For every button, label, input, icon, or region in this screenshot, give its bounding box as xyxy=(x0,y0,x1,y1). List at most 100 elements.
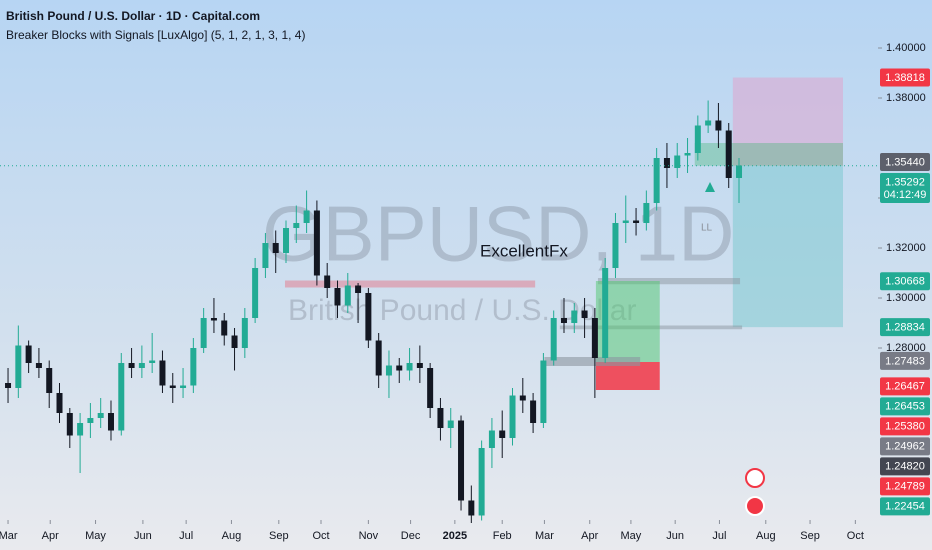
candle-body xyxy=(118,363,125,431)
candle-body xyxy=(303,210,310,223)
x-tick-label: Jun xyxy=(134,530,152,542)
candle-body xyxy=(46,368,53,393)
signal-label: LL xyxy=(701,223,713,234)
candle-body xyxy=(406,363,413,371)
zone xyxy=(732,165,843,328)
annotation: ExcellentFx xyxy=(480,241,568,260)
candle-body xyxy=(416,363,423,368)
price-badge xyxy=(880,68,930,87)
x-tick-label: Jul xyxy=(712,530,726,542)
price-badge-label: 1.24789 xyxy=(885,481,925,493)
candle-body xyxy=(427,368,434,408)
price-badge xyxy=(880,437,930,456)
y-tick-label: 1.40000 xyxy=(886,42,926,54)
candle-body xyxy=(437,408,444,428)
candle-body xyxy=(581,310,588,318)
zone xyxy=(694,143,843,166)
candle-body xyxy=(736,165,743,178)
candle-body xyxy=(169,385,176,388)
candle-body xyxy=(66,413,73,436)
candle-body xyxy=(200,318,207,348)
candle-body xyxy=(519,395,526,401)
x-tick-label: Sep xyxy=(269,530,289,542)
candle-body xyxy=(725,130,732,178)
candle-body xyxy=(262,243,269,268)
x-tick-label: Aug xyxy=(756,530,776,542)
price-badge-label: 1.26453 xyxy=(885,401,925,413)
candle-body xyxy=(612,223,619,268)
price-badge xyxy=(880,397,930,416)
x-tick-label: May xyxy=(621,530,642,542)
candle-body xyxy=(468,500,475,516)
candle-body xyxy=(180,385,187,388)
candle-body xyxy=(87,418,94,423)
price-badge-label: 1.28834 xyxy=(885,322,925,334)
price-badge xyxy=(880,457,930,476)
price-badge xyxy=(880,318,930,337)
x-tick-label: Aug xyxy=(222,530,242,542)
price-countdown: 04:12:49 xyxy=(884,189,927,201)
x-tick-label: Apr xyxy=(581,530,598,542)
candle-body xyxy=(159,360,166,386)
candle-body xyxy=(313,210,320,276)
candle-body xyxy=(241,318,248,348)
candle-body xyxy=(283,228,290,253)
price-badge-label: 1.35292 xyxy=(885,176,925,188)
candle-body xyxy=(385,365,392,376)
x-tick-label: Nov xyxy=(359,530,379,542)
candle-body xyxy=(705,120,712,126)
candle-body xyxy=(365,293,372,341)
candle-body xyxy=(77,423,84,436)
candle-body xyxy=(56,393,63,413)
price-badge-label: 1.24962 xyxy=(885,441,925,453)
candle-body xyxy=(458,420,465,501)
candle-body xyxy=(149,360,156,363)
candle-body xyxy=(272,243,279,253)
price-badge xyxy=(880,497,930,516)
price-badge-label: 1.35440 xyxy=(885,156,925,168)
candle-body xyxy=(252,268,259,318)
candle-body xyxy=(375,340,382,376)
x-tick-label: Feb xyxy=(493,530,512,542)
price-badge-label: 1.27483 xyxy=(885,355,925,367)
price-badge-label: 1.38818 xyxy=(885,72,925,84)
zone xyxy=(597,278,741,285)
price-badge-label: 1.25380 xyxy=(885,421,925,433)
candle-body xyxy=(5,383,12,388)
x-tick-label: Mar xyxy=(0,530,18,542)
price-badge xyxy=(880,417,930,436)
candle-body xyxy=(622,220,629,223)
candle-body xyxy=(396,365,403,371)
x-tick-label: Oct xyxy=(312,530,329,542)
candle-body xyxy=(684,153,691,156)
candle-body xyxy=(571,310,578,323)
candle-body xyxy=(97,413,104,418)
x-tick-label: Dec xyxy=(401,530,421,542)
y-tick-label: 1.38000 xyxy=(886,92,926,104)
candle-body xyxy=(221,320,228,336)
candle-body xyxy=(478,448,485,516)
candle-body xyxy=(355,285,362,293)
event-icon[interactable] xyxy=(745,496,765,516)
event-icon[interactable] xyxy=(745,468,765,488)
zone xyxy=(732,77,843,166)
x-tick-label: Sep xyxy=(800,530,820,542)
chart-title: British Pound / U.S. Dollar · 1D · Capit… xyxy=(6,9,260,23)
candle-body xyxy=(334,288,341,306)
candle-body xyxy=(488,430,495,448)
x-tick-label: 2025 xyxy=(443,530,467,542)
zone xyxy=(284,280,536,288)
candle-body xyxy=(499,430,506,438)
candle-body xyxy=(447,420,454,428)
candle-body xyxy=(674,155,681,168)
price-badge xyxy=(880,272,930,291)
price-badge xyxy=(880,377,930,396)
price-badge-label: 1.26467 xyxy=(885,381,925,393)
candle-body xyxy=(15,345,22,388)
zone xyxy=(595,362,660,390)
candle-body xyxy=(210,318,217,321)
price-badge-label: 1.22454 xyxy=(885,501,925,513)
candle-body xyxy=(190,348,197,386)
x-tick-label: Jul xyxy=(179,530,193,542)
x-tick-label: Oct xyxy=(847,530,864,542)
